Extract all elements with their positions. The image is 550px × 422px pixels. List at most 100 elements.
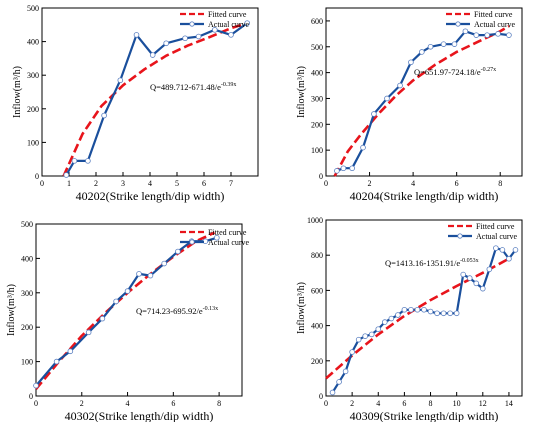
x-tick-label: 12 [479, 399, 487, 408]
x-tick-label: 0 [34, 399, 38, 408]
y-tick-label: 300 [27, 71, 39, 80]
actual-data-point [493, 245, 499, 251]
chart-panel-40309: 0 2 4 6 8 10 12 14 0 200 400 600 800 1000 40309(Strike… [296, 216, 523, 422]
actual-data-point [368, 331, 375, 338]
actual-data-point [336, 379, 342, 385]
actual-data-point [113, 298, 119, 305]
actual-data-point [214, 234, 220, 241]
legend-label: Actual curve [208, 20, 250, 29]
x-tick-label: 1 [67, 179, 71, 188]
chart-panel-40302: 0 2 4 6 8 0 100 200 300 400 500 40302(Strike length… [6, 220, 250, 422]
actual-data-point [427, 43, 434, 50]
actual-data-point [381, 319, 388, 325]
actual-data-point [133, 32, 140, 38]
equation-label: Q=651.97-724.18/e-0.27x [414, 67, 496, 77]
actual-data-point [147, 272, 154, 279]
actual-data-point [486, 266, 493, 273]
y-tick-label: 200 [311, 120, 323, 129]
x-tick-label: 6 [455, 179, 459, 188]
actual-curve-line [65, 22, 248, 176]
actual-data-point [329, 389, 336, 396]
chart-panel-40204: 0 2 4 6 8 0 100 200 300 400 500 600 40204(Strike len… [296, 7, 523, 203]
actual-data-point [63, 172, 70, 178]
y-tick-label: 600 [311, 286, 323, 295]
y-tick-label: 500 [311, 43, 323, 52]
y-axis-label: Inflow(m³/h) [6, 284, 17, 336]
x-tick-label: 0 [40, 179, 44, 188]
x-tick-label: 4 [148, 179, 152, 188]
y-tick-label: 400 [21, 254, 33, 263]
x-tick-label: 14 [505, 399, 513, 408]
actual-data-point [244, 20, 251, 26]
actual-data-point [375, 326, 382, 332]
x-tick-label: 8 [429, 399, 433, 408]
actual-data-point [161, 260, 167, 267]
actual-data-point [506, 32, 512, 38]
actual-data-point [85, 158, 91, 164]
actual-data-point [440, 41, 447, 47]
equation-label: Q=489.712-671.48/e-0.39x [150, 82, 236, 92]
actual-data-point [419, 49, 425, 55]
actual-data-point [460, 271, 467, 278]
actual-data-point [340, 165, 347, 172]
fitted-curve-line [325, 257, 510, 380]
x-tick-label: 4 [411, 179, 415, 188]
y-tick-label: 200 [27, 105, 39, 114]
legend-marker [457, 233, 463, 239]
x-tick-label: 0 [324, 179, 328, 188]
legend-label: Fitted curve [474, 10, 513, 19]
y-tick-label: 300 [311, 94, 323, 103]
actual-data-point [401, 306, 408, 313]
actual-data-point [53, 358, 60, 365]
actual-data-point [117, 77, 124, 84]
plot-frame [35, 223, 243, 397]
actual-data-point [195, 33, 202, 40]
actual-data-point [182, 35, 188, 42]
actual-data-point [71, 158, 78, 164]
fitted-curve-line [333, 24, 510, 177]
y-axis-label: Inflow(m³/h) [296, 282, 307, 334]
actual-data-point [342, 368, 349, 375]
actual-data-point [453, 310, 460, 317]
x-tick-label: 6 [202, 179, 206, 188]
y-tick-label: 100 [311, 146, 323, 155]
x-tick-label: 5 [175, 179, 179, 188]
x-axis-label: 40204(Strike length/dip width) [350, 189, 499, 203]
x-tick-label: 8 [498, 179, 502, 188]
actual-data-point [495, 31, 501, 37]
actual-data-point [334, 168, 340, 174]
actual-data-point [484, 32, 490, 38]
legend-marker [189, 239, 195, 245]
actual-data-point [349, 349, 355, 355]
actual-data-point [447, 310, 453, 317]
x-tick-label: 10 [453, 399, 461, 408]
actual-data-point [473, 32, 480, 38]
legend-label: Actual curve [476, 232, 518, 241]
actual-data-point [362, 333, 369, 339]
actual-data-point [414, 306, 421, 313]
legend-label: Fitted curve [208, 10, 247, 19]
actual-data-point [421, 306, 427, 313]
x-tick-label: 4 [126, 399, 130, 408]
y-tick-label: 100 [21, 358, 33, 367]
equation-exponent: -0.053x [460, 258, 479, 264]
actual-data-point [149, 52, 156, 58]
legend-label: Actual curve [208, 238, 250, 247]
x-axis-label: 40302(Strike length/dip width) [65, 409, 214, 422]
actual-data-point [124, 288, 131, 294]
equation-exponent: -0.39x [221, 82, 237, 88]
y-tick-label: 1000 [307, 216, 323, 225]
actual-data-point [228, 32, 234, 38]
x-tick-label: 4 [376, 399, 380, 408]
actual-data-point [384, 95, 390, 102]
x-tick-label: 2 [350, 399, 354, 408]
actual-data-point [506, 255, 512, 262]
equation-label: Q=1413.16-1351.91/e-0.053x [385, 258, 479, 268]
y-axis-label: Inflow(m³/h) [296, 66, 307, 118]
actual-data-point [499, 247, 506, 253]
x-tick-label: 8 [217, 399, 221, 408]
y-tick-label: 400 [311, 69, 323, 78]
actual-data-point [67, 348, 74, 355]
actual-data-point [349, 165, 355, 172]
y-tick-label: 600 [311, 17, 323, 26]
